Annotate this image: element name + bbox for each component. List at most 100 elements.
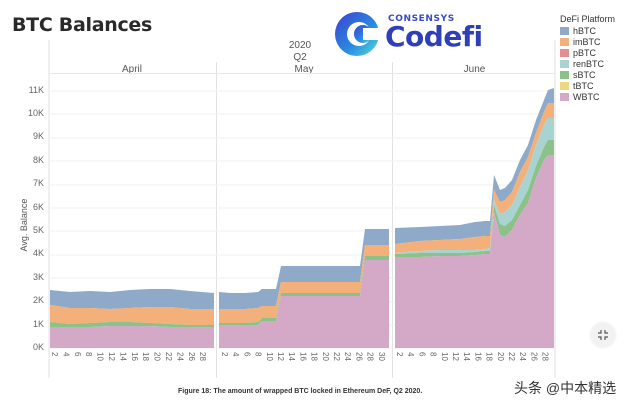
x-tick: 18 (485, 352, 494, 361)
legend-title: DeFi Platform (560, 14, 616, 24)
x-tick: 28 (366, 352, 375, 361)
x-tick: 28 (198, 352, 207, 361)
y-tick: 11K (28, 85, 44, 95)
legend-item-sbtc[interactable]: sBTC (560, 69, 615, 80)
june-panel (395, 88, 554, 348)
area-hbtc (219, 229, 389, 309)
x-tick: 8 (429, 352, 438, 357)
logo-subtitle: CONSENSYS (388, 14, 455, 24)
area-imbtc (219, 245, 389, 323)
x-tick: 12 (451, 352, 460, 361)
legend-swatch-icon (560, 59, 569, 68)
x-tick: 2 (50, 352, 59, 357)
y-tick: 0K (32, 342, 44, 352)
legend-item-renbtc[interactable]: renBTC (560, 58, 615, 69)
chart-title: BTC Balances (12, 14, 153, 36)
legend-item-hbtc[interactable]: hBTC (560, 25, 615, 36)
x-tick: 12 (107, 352, 116, 361)
legend-label: sBTC (573, 69, 596, 80)
y-tick: 7K (32, 178, 44, 188)
x-tick: 22 (332, 352, 341, 361)
x-tick: 4 (61, 352, 70, 357)
x-axis-ticks: 2 4 6 8 10 12 14 16 18 20 22 24 26 28 2 4 6 8 10 12 14 16 18 20… (50, 352, 550, 361)
y-tick: 6K (32, 202, 44, 212)
x-tick: 26 (529, 352, 538, 361)
legend-swatch-icon (560, 37, 569, 46)
logo-wordmark: Codefi (385, 20, 483, 53)
x-tick: 22 (164, 352, 173, 361)
legend-item-pbtc[interactable]: pBTC (560, 47, 615, 58)
x-tick: 10 (440, 352, 449, 361)
legend-swatch-icon (560, 26, 569, 35)
x-tick: 16 (298, 352, 307, 361)
x-tick: 26 (354, 352, 363, 361)
x-tick: 10 (265, 352, 274, 361)
april-panel (50, 289, 214, 348)
y-tick: 1K (32, 319, 44, 329)
legend-swatch-icon (560, 92, 569, 101)
x-tick: 10 (96, 352, 105, 361)
area-sbtc (50, 322, 214, 327)
y-tick: 8K (32, 155, 44, 165)
x-tick: 28 (541, 352, 550, 361)
area-imbtc (395, 103, 554, 253)
month-header-june: June (463, 64, 486, 75)
may-panel (219, 229, 389, 348)
x-tick: 2 (395, 352, 404, 357)
legend-item-tbtc[interactable]: tBTC (560, 80, 615, 91)
legend-label: tBTC (573, 80, 594, 91)
y-tick: 9K (32, 131, 44, 141)
legend-label: imBTC (573, 36, 601, 47)
y-tick: 2K (32, 295, 44, 305)
month-header-may: May (294, 64, 314, 75)
x-tick: 18 (310, 352, 319, 361)
legend-swatch-icon (560, 81, 569, 90)
legend-label: hBTC (573, 25, 597, 36)
legend: DeFi Platform hBTC imBTC pBTC renBTC sBT… (560, 14, 615, 102)
x-tick: 20 (153, 352, 162, 361)
legend-label: pBTC (573, 47, 597, 58)
x-tick: 6 (242, 352, 251, 357)
month-header-april: April (121, 64, 142, 75)
legend-swatch-icon (560, 48, 569, 57)
x-tick: 4 (406, 352, 415, 357)
legend-item-wbtc[interactable]: WBTC (560, 91, 615, 102)
area-hbtc (50, 289, 214, 309)
legend-label: WBTC (573, 91, 600, 102)
y-tick: 10K (27, 108, 44, 118)
legend-swatch-icon (560, 70, 569, 79)
x-tick: 22 (507, 352, 516, 361)
quarter-header: Q2 (293, 52, 307, 63)
x-tick: 20 (321, 352, 330, 361)
x-tick: 24 (343, 352, 352, 361)
x-tick: 6 (417, 352, 426, 357)
y-tick: 3K (32, 272, 44, 282)
area-wbtc (219, 260, 389, 348)
x-tick: 16 (473, 352, 482, 361)
x-tick: 30 (377, 352, 386, 361)
x-tick: 6 (73, 352, 82, 357)
x-tick: 8 (84, 352, 93, 357)
exit-fullscreen-button[interactable] (591, 323, 615, 347)
area-wbtc (50, 326, 214, 348)
x-tick: 12 (276, 352, 285, 361)
x-tick: 16 (130, 352, 139, 361)
x-tick: 4 (231, 352, 240, 357)
x-tick: 14 (462, 352, 471, 361)
x-tick: 18 (141, 352, 150, 361)
x-tick: 20 (496, 352, 505, 361)
area-imbtc (50, 305, 214, 325)
x-tick: 24 (175, 352, 184, 361)
figure-caption: Figure 18: The amount of wrapped BTC loc… (178, 388, 423, 395)
area-wbtc (395, 155, 554, 348)
y-tick: 4K (32, 248, 44, 258)
legend-item-imbtc[interactable]: imBTC (560, 36, 615, 47)
legend-label: renBTC (573, 58, 605, 69)
y-tick: 5K (32, 225, 44, 235)
area-hbtc (395, 88, 554, 244)
year-header: 2020 (288, 40, 312, 51)
x-tick: 2 (220, 352, 229, 357)
x-tick: 24 (518, 352, 527, 361)
watermark: 头条 @中本精选 (514, 380, 617, 396)
